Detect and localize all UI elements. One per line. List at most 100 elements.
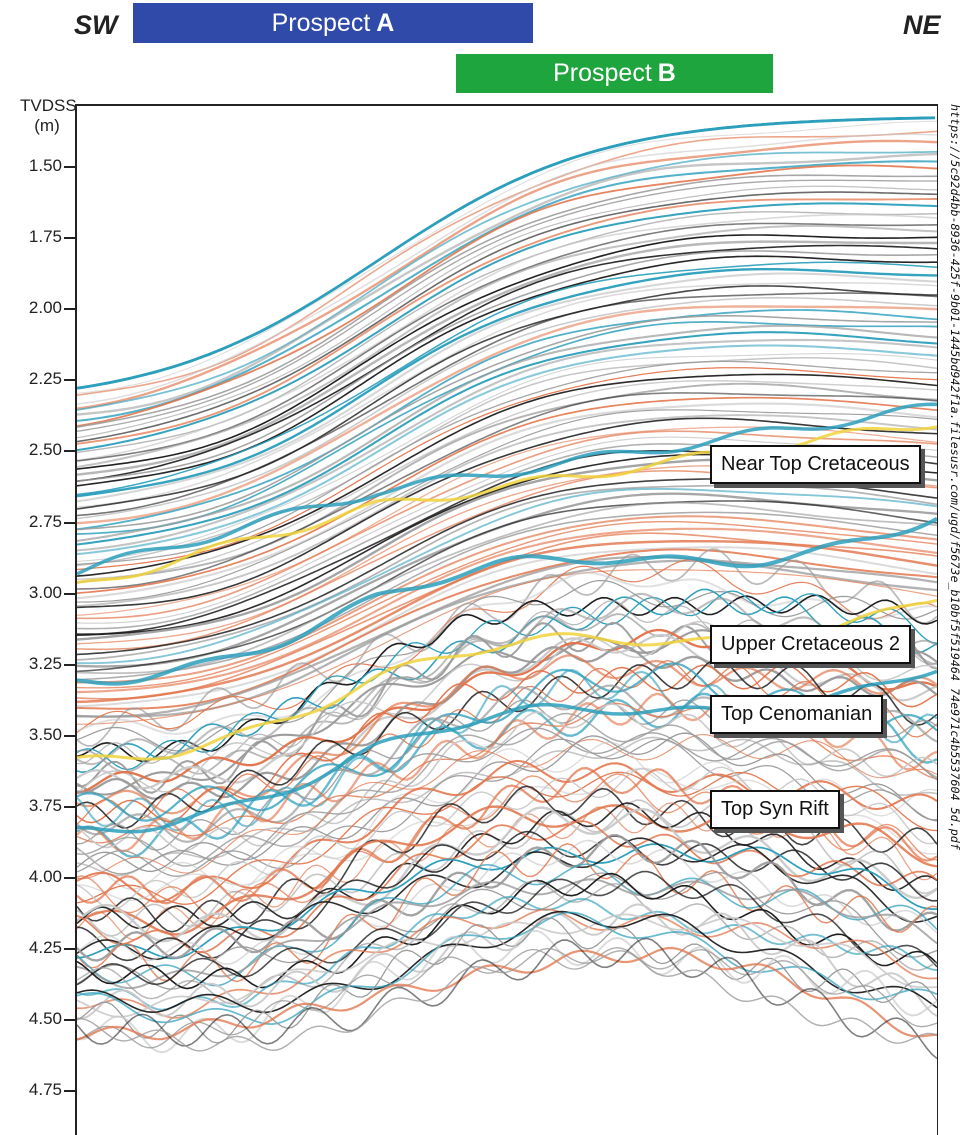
reflector-line	[77, 843, 937, 960]
depth-tick	[64, 805, 75, 808]
reflector-line	[77, 309, 937, 531]
depth-tick	[64, 521, 75, 524]
reflector-line	[77, 903, 937, 1020]
reflector-line	[77, 133, 937, 405]
prospect-a-prefix: Prospect	[271, 8, 371, 37]
reflector-line	[77, 152, 937, 416]
reflector-line	[77, 590, 937, 771]
reflector-line	[77, 712, 937, 867]
reflector-line	[77, 664, 937, 824]
reflector-line	[77, 296, 937, 520]
reflector-line	[77, 484, 937, 661]
depth-tick-label: 3.75	[28, 795, 62, 815]
reflector-line	[77, 285, 937, 510]
reflector-line	[77, 837, 937, 961]
reflector-line	[77, 344, 937, 556]
depth-tick-label: 3.25	[28, 653, 62, 673]
callout-upper-cretaceous-2: Upper Cretaceous 2	[710, 625, 911, 664]
reflector-line	[77, 282, 937, 508]
reflector-line	[77, 139, 937, 410]
reflector-line	[77, 380, 937, 581]
prospect-b-prefix: Prospect	[553, 59, 652, 87]
reflector-line	[77, 417, 937, 609]
reflector-line	[77, 174, 937, 428]
reflector-line	[77, 357, 937, 567]
depth-tick-label: 2.50	[28, 440, 62, 460]
callout-near-top-cretaceous: Near Top Cretaceous	[710, 445, 921, 484]
depth-tick	[64, 592, 75, 595]
reflector-line	[77, 872, 937, 990]
depth-tick	[64, 734, 75, 737]
depth-axis-title-line1: TVDSS	[20, 96, 77, 115]
depth-tick	[64, 237, 75, 240]
reflector-line	[77, 937, 937, 1060]
depth-tick-label: 2.00	[28, 298, 62, 318]
direction-sw-label: SW	[74, 10, 118, 40]
reflector-line	[77, 703, 937, 852]
reflector-line	[77, 569, 937, 725]
depth-axis-title: TVDSS (m)	[20, 96, 77, 136]
reflector-line	[77, 250, 937, 482]
depth-tick-label: 1.75	[28, 227, 62, 247]
prospect-b-bar: Prospect B	[456, 54, 773, 93]
depth-tick-label: 4.75	[28, 1080, 62, 1100]
reflector-group	[77, 116, 937, 1060]
reflector-line	[77, 213, 937, 462]
reflector-line	[77, 908, 937, 1019]
reflector-line	[77, 766, 937, 910]
water-column	[77, 106, 937, 386]
prospect-b-letter: B	[657, 59, 676, 87]
depth-axis-title-line2: (m)	[34, 116, 60, 135]
reflector-line	[77, 870, 937, 986]
reflector-line	[77, 804, 937, 936]
reflector-line	[77, 515, 937, 684]
depth-tick-label: 3.00	[28, 582, 62, 602]
reflector-line	[77, 430, 937, 620]
reflector-line	[77, 160, 937, 422]
reflector-line	[77, 367, 937, 571]
reflector-line	[77, 594, 937, 763]
reflector-line	[77, 373, 937, 577]
reflector-line	[77, 947, 937, 1049]
reflector-line	[77, 338, 937, 552]
depth-tick-label: 2.75	[28, 511, 62, 531]
depth-tick	[64, 450, 75, 453]
reflector-line	[77, 546, 937, 708]
reflector-line	[77, 198, 937, 445]
depth-tick-label: 2.25	[28, 369, 62, 389]
reflector-line	[77, 305, 937, 525]
depth-tick-label: 1.50	[28, 156, 62, 175]
depth-tick	[64, 166, 75, 168]
depth-tick-label: 3.50	[28, 724, 62, 744]
reflector-line	[77, 946, 937, 1041]
reflector-line	[77, 878, 937, 990]
reflector-line	[77, 501, 937, 674]
reflector-line	[77, 409, 937, 603]
depth-tick-label: 4.50	[28, 1009, 62, 1029]
reflector-line	[77, 662, 937, 822]
reflector-line	[77, 255, 937, 487]
horizon-highlight	[77, 402, 937, 576]
reflector-line	[77, 500, 937, 673]
reflector-line	[77, 511, 937, 681]
reflector-line	[77, 736, 937, 877]
reflector-line	[77, 527, 937, 694]
reflector-line	[77, 261, 937, 496]
source-url-text: https://5c92d4bb-8936-425f-9b01-1445bd94…	[948, 104, 962, 850]
depth-tick-label: 4.00	[28, 867, 62, 886]
reflector-line	[77, 839, 937, 966]
seismic-section	[75, 104, 938, 1135]
depth-tick	[64, 948, 75, 951]
reflector-line	[77, 520, 937, 689]
depth-tick	[64, 1019, 75, 1022]
reflector-line	[77, 947, 937, 1052]
reflector-line	[77, 913, 937, 1018]
reflector-line	[77, 392, 937, 590]
reflector-line	[77, 382, 937, 584]
reflector-line	[77, 910, 937, 1014]
reflector-line	[77, 929, 937, 1054]
reflector-line	[77, 224, 937, 469]
reflector-line	[77, 414, 937, 608]
callout-top-cenomanian: Top Cenomanian	[710, 695, 884, 734]
depth-tick-label: 4.25	[28, 938, 62, 958]
